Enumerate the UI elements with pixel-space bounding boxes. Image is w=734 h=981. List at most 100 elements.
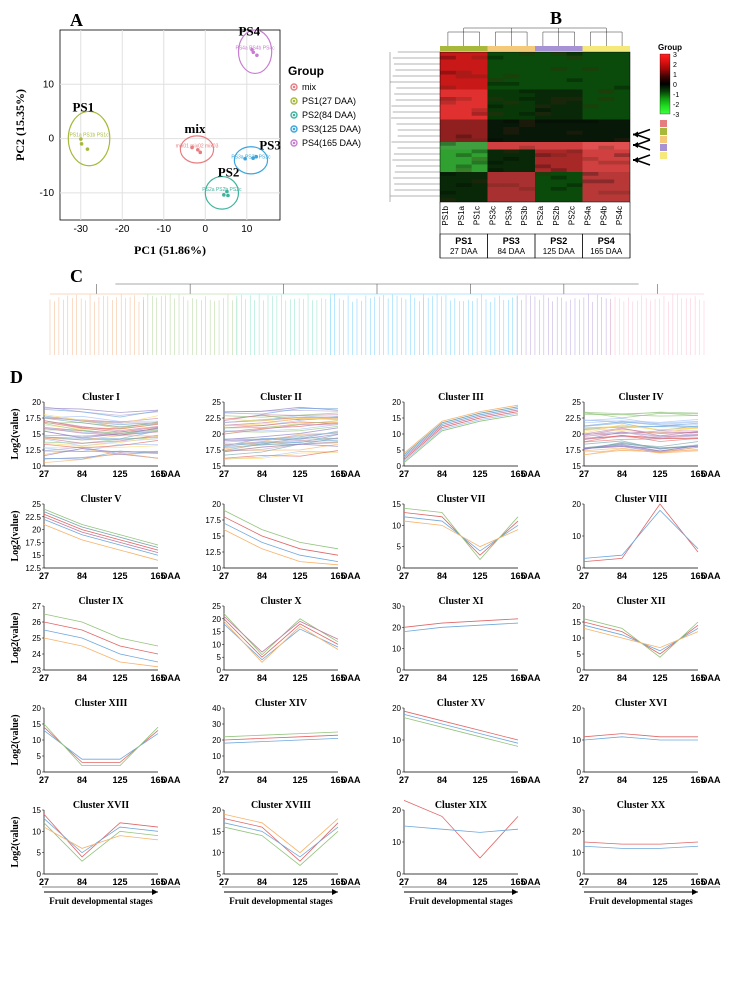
- cluster-panel: Log2(value)051015Cluster XVII2784125165D…: [10, 796, 184, 912]
- svg-text:Cluster XIX: Cluster XIX: [435, 800, 488, 811]
- svg-text:Group: Group: [658, 43, 682, 52]
- svg-text:84: 84: [437, 775, 447, 785]
- svg-text:20: 20: [392, 398, 401, 407]
- svg-text:20: 20: [32, 526, 41, 535]
- svg-text:84: 84: [437, 571, 447, 581]
- svg-text:27: 27: [32, 602, 41, 611]
- svg-text:10: 10: [32, 736, 41, 745]
- svg-text:C: C: [70, 266, 83, 286]
- svg-text:20: 20: [212, 430, 221, 439]
- cluster-grid: Log2(value)1012.51517.520Cluster I278412…: [10, 388, 724, 912]
- svg-text:15: 15: [32, 806, 41, 815]
- svg-text:-30: -30: [74, 224, 89, 235]
- svg-text:Log2(value): Log2(value): [10, 714, 21, 765]
- svg-text:10: 10: [32, 827, 41, 836]
- svg-text:PS4a PS4b PS4c: PS4a PS4b PS4c: [235, 46, 275, 52]
- svg-text:PC2 (15.35%): PC2 (15.35%): [13, 89, 27, 161]
- svg-text:20: 20: [32, 704, 41, 713]
- svg-text:Cluster II: Cluster II: [260, 392, 302, 403]
- svg-text:Cluster IX: Cluster IX: [78, 596, 124, 607]
- svg-text:125: 125: [472, 571, 487, 581]
- svg-text:DAA: DAA: [341, 877, 361, 887]
- svg-text:DAA: DAA: [701, 775, 721, 785]
- cluster-panel: 0102030Cluster XX2784125165DAAFruit deve…: [550, 796, 724, 912]
- svg-text:84: 84: [617, 571, 627, 581]
- cluster-panel: 0102030Cluster XI2784125165DAA: [370, 592, 544, 692]
- svg-text:DAA: DAA: [521, 571, 541, 581]
- svg-text:Log2(value): Log2(value): [10, 510, 21, 561]
- cluster-panel: 010203040Cluster XIV2784125165DAA: [190, 694, 364, 794]
- svg-text:84: 84: [77, 469, 87, 479]
- svg-text:27: 27: [39, 469, 49, 479]
- svg-text:Group: Group: [288, 64, 324, 78]
- svg-text:PS2c: PS2c: [568, 206, 577, 225]
- svg-text:27: 27: [399, 469, 409, 479]
- svg-text:84: 84: [617, 673, 627, 683]
- cluster-panel: Log2(value)2324252627Cluster IX278412516…: [10, 592, 184, 692]
- svg-text:10: 10: [212, 640, 221, 649]
- svg-text:DAA: DAA: [701, 673, 721, 683]
- svg-text:PS4a: PS4a: [583, 205, 592, 225]
- svg-text:84: 84: [617, 877, 627, 887]
- svg-text:20: 20: [392, 806, 401, 815]
- svg-text:10: 10: [392, 521, 401, 530]
- svg-text:84: 84: [77, 877, 87, 887]
- cluster-panel: 1517.52022.525Cluster II2784125165DAA: [190, 388, 364, 488]
- svg-text:125: 125: [292, 877, 307, 887]
- svg-text:27: 27: [579, 571, 589, 581]
- svg-text:DAA: DAA: [701, 877, 721, 887]
- cluster-panel: 1012.51517.520Cluster VI2784125165DAA: [190, 490, 364, 590]
- svg-text:DAA: DAA: [521, 469, 541, 479]
- svg-text:15: 15: [392, 414, 401, 423]
- svg-text:15: 15: [32, 430, 41, 439]
- svg-text:125: 125: [112, 571, 127, 581]
- svg-text:Cluster XVII: Cluster XVII: [73, 800, 129, 811]
- svg-text:125: 125: [112, 673, 127, 683]
- cluster-panel: Log2(value)12.51517.52022.525Cluster V27…: [10, 490, 184, 590]
- svg-text:27: 27: [219, 469, 229, 479]
- svg-text:10: 10: [212, 849, 221, 858]
- svg-text:27: 27: [39, 673, 49, 683]
- svg-text:125: 125: [652, 673, 667, 683]
- svg-text:10: 10: [43, 79, 55, 90]
- svg-text:A: A: [70, 10, 83, 30]
- svg-text:0: 0: [673, 82, 677, 89]
- svg-text:mix01 mix02 mix03: mix01 mix02 mix03: [176, 143, 219, 149]
- svg-text:PS3: PS3: [259, 137, 281, 152]
- svg-text:10: 10: [572, 634, 581, 643]
- svg-text:12.5: 12.5: [25, 446, 41, 455]
- svg-text:PS3b: PS3b: [520, 205, 529, 225]
- svg-text:Fruit developmental stages: Fruit developmental stages: [229, 896, 333, 906]
- row-ab: A-30-20-10010-10010PC1 (51.86%)PC2 (15.3…: [10, 10, 724, 260]
- svg-text:17.5: 17.5: [205, 446, 221, 455]
- svg-text:10: 10: [241, 224, 253, 235]
- svg-text:5: 5: [397, 543, 402, 552]
- svg-text:10: 10: [572, 849, 581, 858]
- svg-text:DAA: DAA: [341, 469, 361, 479]
- svg-text:125: 125: [292, 673, 307, 683]
- svg-text:22.5: 22.5: [565, 414, 581, 423]
- svg-text:17.5: 17.5: [25, 538, 41, 547]
- svg-text:DAA: DAA: [161, 673, 181, 683]
- svg-text:15: 15: [572, 618, 581, 627]
- svg-text:Cluster XII: Cluster XII: [617, 596, 666, 607]
- svg-text:DAA: DAA: [341, 571, 361, 581]
- cluster-panel: 05101520Cluster XII2784125165DAA: [550, 592, 724, 692]
- svg-text:PS3: PS3: [503, 236, 520, 246]
- svg-text:PS2b: PS2b: [552, 205, 561, 225]
- svg-text:20: 20: [392, 704, 401, 713]
- svg-text:125: 125: [472, 877, 487, 887]
- svg-text:84: 84: [257, 469, 267, 479]
- svg-text:27: 27: [579, 469, 589, 479]
- svg-text:PS1: PS1: [72, 99, 94, 114]
- svg-text:PS1b: PS1b: [441, 205, 450, 225]
- cluster-panel: 5101520Cluster XVIII2784125165DAAFruit d…: [190, 796, 364, 912]
- svg-text:PS2(84 DAA): PS2(84 DAA): [302, 110, 356, 120]
- svg-text:15: 15: [212, 628, 221, 637]
- cluster-panel: 01020Cluster VIII2784125165DAA: [550, 490, 724, 590]
- cluster-panel: 01020Cluster XIX2784125165DAAFruit devel…: [370, 796, 544, 912]
- svg-text:125: 125: [292, 571, 307, 581]
- svg-text:Fruit developmental stages: Fruit developmental stages: [409, 896, 513, 906]
- svg-text:PS1a: PS1a: [457, 205, 466, 225]
- svg-text:10: 10: [572, 532, 581, 541]
